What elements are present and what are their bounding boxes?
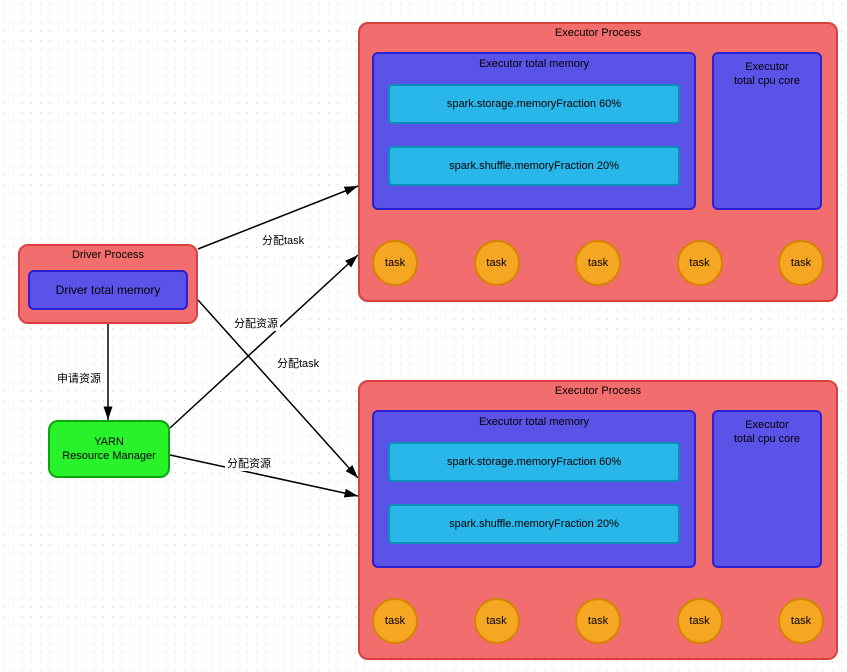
task-circle: task [677,240,723,286]
task-circle: task [677,598,723,644]
executor-cpu-line2-1: total cpu core [734,75,800,87]
executor-title-2: Executor Process [360,382,836,399]
executor-cpu-box-2: Executor total cpu core [712,410,822,568]
executor-cpu-line1-2: Executor [745,419,788,431]
edge-yarn-exec1 [170,255,358,428]
task-circle: task [575,240,621,286]
executor-cpu-line2-2: total cpu core [734,433,800,445]
yarn-label-line1: YARN [94,436,124,448]
task-circle: task [474,240,520,286]
executor-process-node-1: Executor Process Executor total memory s… [358,22,838,302]
task-circle: task [372,240,418,286]
task-circle: task [778,240,824,286]
task-circle: task [778,598,824,644]
executor-memory-title-2: Executor total memory [374,412,694,428]
task-circle: task [575,598,621,644]
edge-label-request-resource: 申请资源 [55,370,103,386]
storage-fraction-box-1: spark.storage.memoryFraction 60% [388,84,680,124]
yarn-label-line2: Resource Manager [62,450,156,462]
edge-label-assign-resource-2: 分配资源 [225,455,273,471]
executor-title-1: Executor Process [360,24,836,41]
task-circle: task [372,598,418,644]
storage-fraction-box-2: spark.storage.memoryFraction 60% [388,442,680,482]
driver-memory-box: Driver total memory [28,270,188,310]
executor-memory-title-1: Executor total memory [374,54,694,70]
driver-process-node: Driver Process Driver total memory [18,244,198,324]
task-row-1: task task task task task [372,240,824,286]
task-circle: task [474,598,520,644]
executor-cpu-box-1: Executor total cpu core [712,52,822,210]
executor-process-node-2: Executor Process Executor total memory s… [358,380,838,660]
executor-memory-box-2: Executor total memory spark.storage.memo… [372,410,696,568]
executor-cpu-line1-1: Executor [745,61,788,73]
edge-label-assign-task-2: 分配task [275,355,321,371]
edge-label-assign-task-1: 分配task [260,232,306,248]
shuffle-fraction-box-1: spark.shuffle.memoryFraction 20% [388,146,680,186]
yarn-node: YARN Resource Manager [48,420,170,478]
task-row-2: task task task task task [372,598,824,644]
shuffle-fraction-box-2: spark.shuffle.memoryFraction 20% [388,504,680,544]
executor-memory-box-1: Executor total memory spark.storage.memo… [372,52,696,210]
driver-process-title: Driver Process [20,246,196,263]
edge-label-assign-resource-1: 分配资源 [232,315,280,331]
